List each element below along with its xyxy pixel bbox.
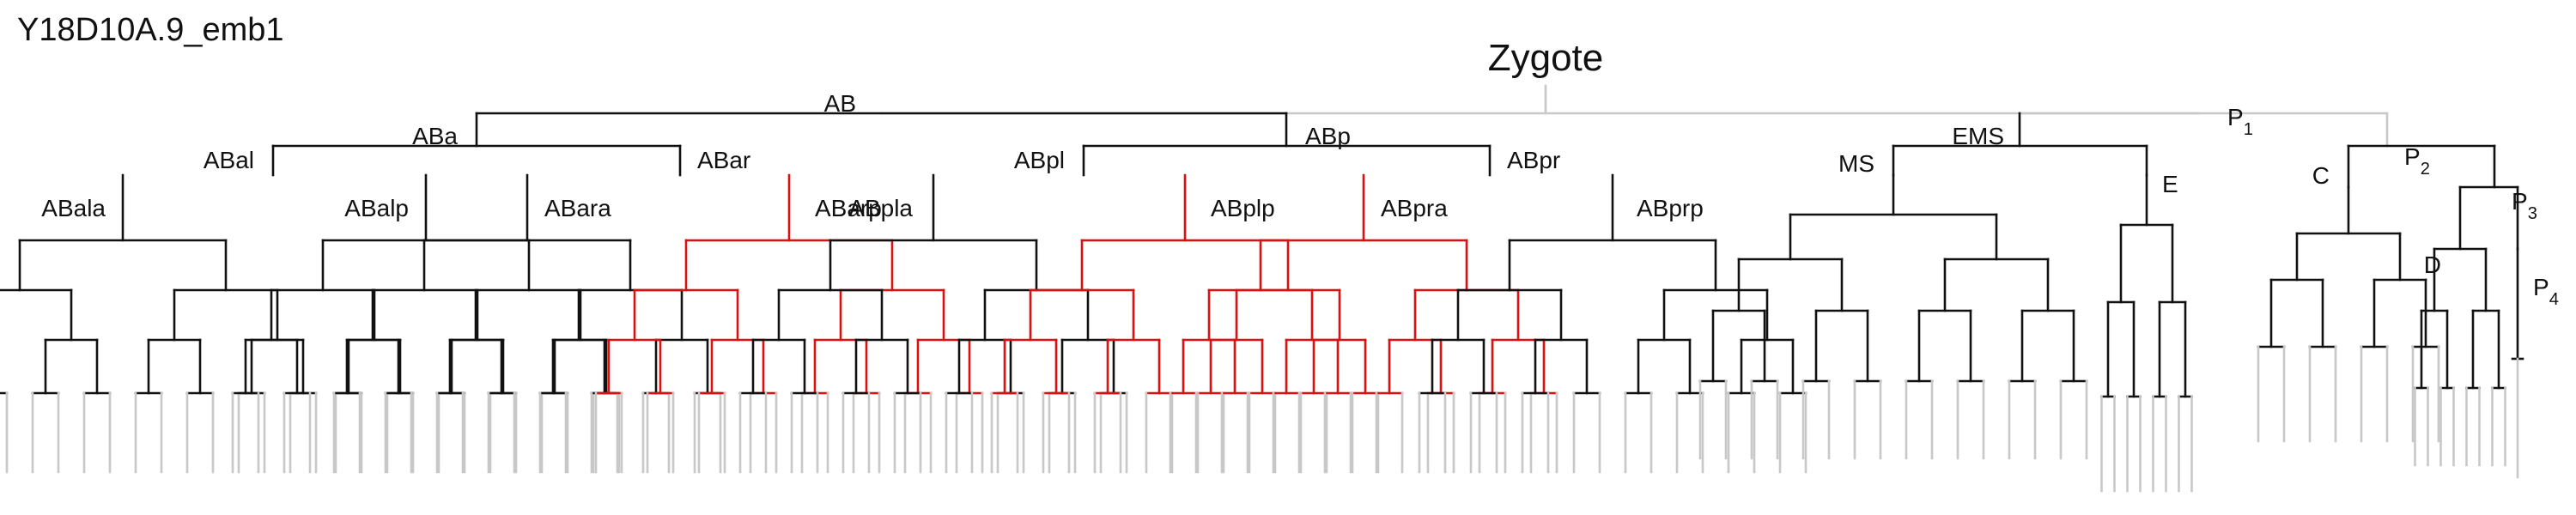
node-label-abplp: ABplp — [1211, 195, 1275, 221]
node-label-c: C — [2312, 162, 2330, 189]
node-label-d: D — [2424, 251, 2441, 278]
node-label-abala: ABala — [41, 195, 106, 221]
tree-edges — [0, 84, 2524, 493]
node-label-abprp: ABprp — [1637, 195, 1704, 221]
node-label-abar: ABar — [697, 147, 750, 173]
node-label-abara: ABara — [544, 195, 611, 221]
node-label-p1: P1 — [2227, 104, 2253, 139]
embryo-title: Y18D10A.9_emb1 — [17, 12, 284, 48]
node-label-abarp: ABarp — [815, 195, 882, 221]
tree-labels: Zygote AB P1 ABa ABp EMS P2 ABal ABar ABpl ABpr MS E… — [41, 37, 2559, 309]
node-label-abpra: ABpra — [1381, 195, 1448, 221]
node-label-p2: P2 — [2404, 143, 2430, 179]
node-label-p4: P4 — [2533, 274, 2559, 309]
node-label-abp: ABp — [1305, 123, 1351, 149]
node-label-ems: EMS — [1952, 123, 2004, 149]
node-label-aba: ABa — [412, 123, 458, 149]
node-label-zygote: Zygote — [1488, 37, 1604, 79]
node-label-abpr: ABpr — [1507, 147, 1560, 173]
node-label-e: E — [2162, 171, 2178, 197]
node-label-abal: ABal — [204, 147, 254, 173]
node-label-p3: P3 — [2512, 188, 2537, 223]
node-label-ms: MS — [1838, 150, 1874, 177]
node-label-ab: AB — [824, 90, 856, 117]
node-label-abpla: ABpla — [848, 195, 913, 221]
node-label-abpl: ABpl — [1014, 147, 1065, 173]
node-label-abalp: ABalp — [344, 195, 409, 221]
